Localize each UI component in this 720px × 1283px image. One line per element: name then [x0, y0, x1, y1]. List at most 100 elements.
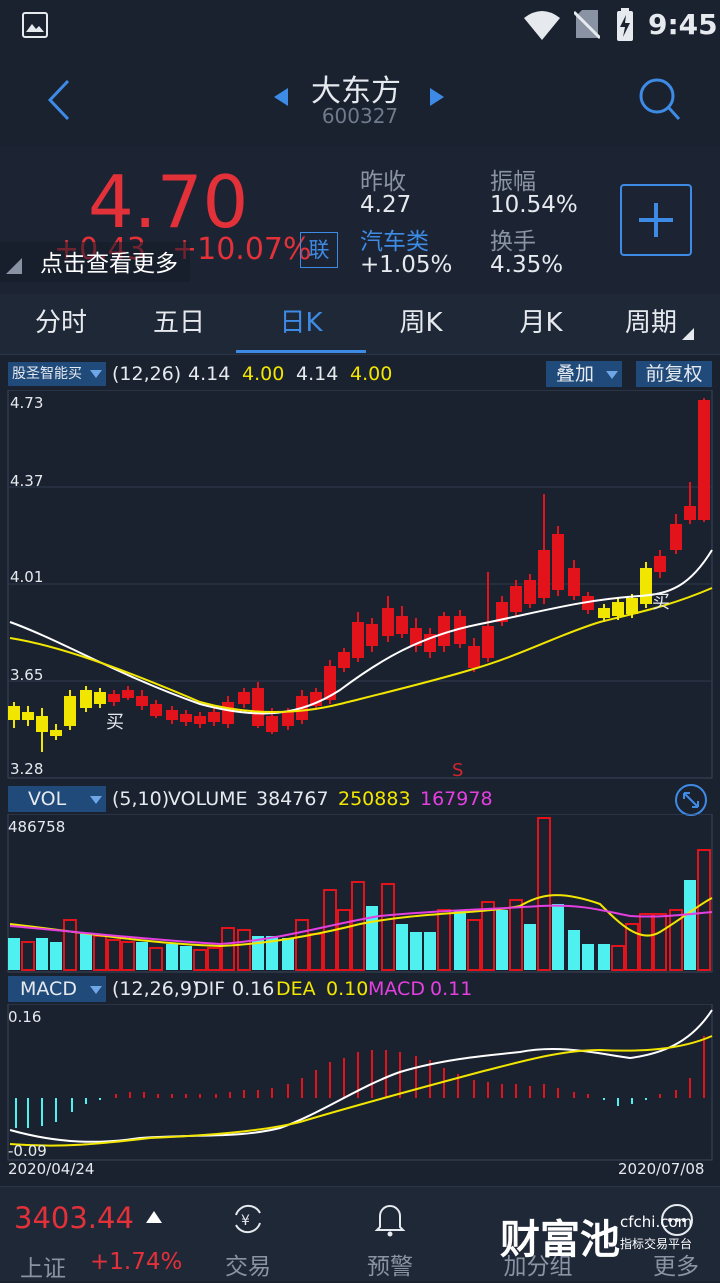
kline-chart[interactable]: 4.73 4.37 4.01 3.65 3.28 买 买 S — [0, 390, 720, 782]
next-stock-icon[interactable] — [428, 88, 444, 108]
macd-histogram-bar — [71, 1098, 73, 1112]
volume-bar — [537, 817, 551, 971]
linked-button[interactable]: 联 — [300, 232, 338, 268]
volume-bar — [454, 910, 466, 970]
index-value[interactable]: 3403.44 — [14, 1201, 134, 1235]
candlestick — [352, 612, 364, 662]
prev-stock-icon[interactable] — [274, 88, 290, 108]
status-bar: 9:45 — [0, 0, 720, 52]
candlestick — [524, 574, 536, 608]
overlay-button[interactable]: 叠加 — [546, 361, 622, 387]
macd-histogram-bar — [55, 1098, 57, 1122]
turnover: 4.35% — [490, 252, 564, 278]
period-tabs: 分时 五日 日K 周K 月K 周期 — [0, 294, 720, 355]
candlestick — [136, 690, 148, 710]
candlestick — [222, 696, 234, 728]
candlestick — [396, 606, 408, 638]
volume-name: VOLUME — [168, 788, 248, 810]
macd-histogram-bar — [315, 1070, 317, 1098]
y-tick-label: 4.01 — [10, 568, 43, 586]
bottom-bar: 3403.44 上证 +1.74% ¥ 交易 预警 加分组 更多 财富池 cfc… — [0, 1186, 720, 1282]
wifi-icon — [524, 11, 560, 40]
candlestick — [598, 604, 610, 622]
volume-bar — [93, 935, 107, 971]
tab-monthly-k[interactable]: 月K — [519, 308, 563, 338]
more-button[interactable]: 更多 — [632, 1187, 720, 1281]
macd-label: MACD — [368, 978, 425, 1000]
candlestick — [208, 708, 220, 726]
amplitude-label: 振幅 — [490, 169, 536, 195]
buy-signal-label: 买 — [652, 592, 670, 613]
kline-v3: 4.14 — [296, 363, 339, 385]
adjust-button[interactable]: 前复权 — [636, 361, 712, 387]
macd-histogram-bar — [271, 1088, 273, 1098]
indicator-selector[interactable]: 股圣智能买 — [8, 362, 106, 386]
image-icon — [22, 12, 48, 38]
macd-histogram-bar — [473, 1080, 475, 1098]
tab-period[interactable]: 周期 — [624, 308, 677, 338]
trade-button[interactable]: ¥ 交易 — [200, 1187, 296, 1281]
volume-bar — [496, 910, 508, 970]
volume-bar — [295, 919, 309, 971]
macd-histogram-bar — [199, 1094, 201, 1098]
kline-v4: 4.00 — [350, 363, 393, 385]
volume-bar — [166, 944, 178, 970]
macd-histogram-bar — [15, 1098, 17, 1128]
macd-histogram-bar — [399, 1052, 401, 1098]
macd-histogram-bar — [543, 1084, 545, 1098]
tab-daily-k[interactable]: 日K — [236, 294, 366, 353]
volume-bar — [366, 906, 378, 970]
index-pct: +1.74% — [90, 1249, 183, 1275]
volume-v1: 384767 — [256, 788, 329, 810]
macd-histogram-bar — [587, 1094, 589, 1098]
volume-bar — [396, 924, 408, 970]
back-icon[interactable] — [44, 78, 74, 122]
search-icon[interactable] — [636, 76, 682, 122]
macd-chart[interactable]: 0.16 -0.09 2020/04/24 2020/07/08 — [0, 1004, 720, 1182]
candlestick — [166, 706, 178, 724]
volume-bar — [653, 913, 667, 971]
trade-icon: ¥ — [235, 1204, 261, 1234]
date-start-label: 2020/04/24 — [8, 1160, 94, 1178]
macd-histogram-bar — [415, 1056, 417, 1098]
macd-histogram-bar — [529, 1086, 531, 1098]
more-hint[interactable]: 点击查看更多 — [40, 251, 178, 277]
add-watchlist-button[interactable] — [620, 184, 692, 256]
stock-code: 600327 — [321, 104, 399, 128]
sector-label[interactable]: 汽车类 — [360, 229, 429, 255]
volume-bar — [36, 938, 48, 970]
candlestick — [80, 686, 92, 712]
macd-value: 0.11 — [430, 978, 473, 1000]
expand-icon[interactable] — [674, 783, 708, 817]
volume-bar — [149, 947, 163, 971]
volume-bar — [282, 938, 294, 970]
volume-bar — [266, 936, 278, 970]
dif-label: DIF — [194, 978, 226, 1000]
candlestick — [684, 482, 696, 524]
ma-line-white — [9, 549, 713, 715]
volume-bar — [252, 936, 264, 970]
tab-five-day[interactable]: 五日 — [152, 308, 205, 338]
volume-bar — [669, 909, 683, 971]
prev-close-label: 昨收 — [360, 169, 406, 195]
volume-selector[interactable]: VOL — [8, 786, 106, 812]
more-label: 更多 — [653, 1254, 699, 1280]
volume-chart[interactable]: 486758 — [0, 814, 720, 974]
volume-bar — [639, 913, 653, 971]
candlestick — [366, 618, 378, 652]
kline-v1: 4.14 — [188, 363, 231, 385]
volume-bar — [8, 938, 20, 970]
volume-bar — [611, 945, 625, 971]
tab-intraday[interactable]: 分时 — [34, 308, 87, 338]
add-group-button[interactable]: 加分组 — [490, 1187, 586, 1281]
macd-selector[interactable]: MACD — [8, 976, 106, 1002]
quote-panel[interactable]: 4.70 +0.43 +10.07% 点击查看更多 联 昨收 4.27 汽车类 … — [0, 146, 720, 294]
sell-signal-label: S — [452, 760, 463, 781]
candlestick — [698, 398, 710, 522]
candlestick — [338, 648, 350, 672]
candlestick — [382, 596, 394, 642]
tab-weekly-k[interactable]: 周K — [399, 308, 443, 338]
macd-histogram-bar — [243, 1090, 245, 1098]
volume-bar — [524, 924, 536, 970]
alert-button[interactable]: 预警 — [342, 1187, 438, 1281]
